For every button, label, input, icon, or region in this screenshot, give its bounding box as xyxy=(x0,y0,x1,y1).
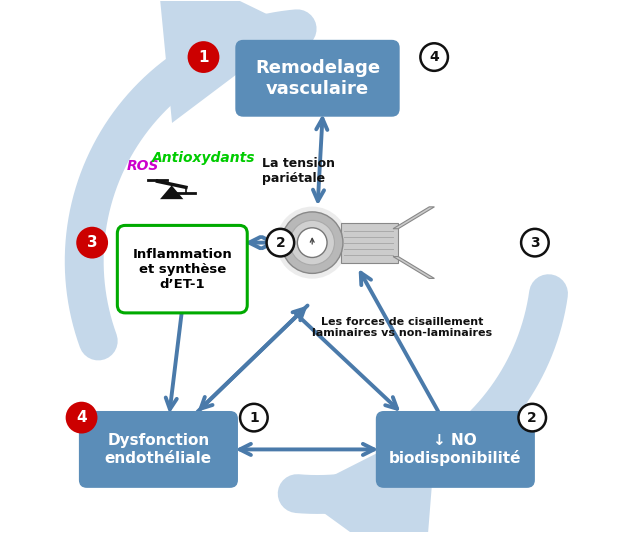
Circle shape xyxy=(187,41,220,73)
Circle shape xyxy=(297,228,327,257)
Circle shape xyxy=(290,220,335,265)
Text: ↓ NO
biodisponibilité: ↓ NO biodisponibilité xyxy=(389,433,521,466)
Text: Dysfonction
endothéliale: Dysfonction endothéliale xyxy=(105,433,212,466)
Text: Remodelage
vasculaire: Remodelage vasculaire xyxy=(255,59,380,98)
Text: ROS: ROS xyxy=(126,159,159,173)
FancyBboxPatch shape xyxy=(376,411,535,488)
Circle shape xyxy=(240,404,268,431)
Circle shape xyxy=(521,229,549,256)
Circle shape xyxy=(281,212,343,273)
Circle shape xyxy=(65,402,97,433)
Circle shape xyxy=(76,227,108,259)
Polygon shape xyxy=(393,256,434,278)
Polygon shape xyxy=(297,423,437,533)
FancyBboxPatch shape xyxy=(342,223,398,263)
Polygon shape xyxy=(393,207,434,229)
FancyBboxPatch shape xyxy=(79,411,238,488)
Text: 4: 4 xyxy=(76,410,87,425)
Text: Antioxydants: Antioxydants xyxy=(152,151,255,165)
Text: 2: 2 xyxy=(276,236,285,249)
Text: 3: 3 xyxy=(87,235,97,250)
Text: 1: 1 xyxy=(198,50,209,64)
Circle shape xyxy=(420,43,448,71)
Circle shape xyxy=(518,404,546,431)
Circle shape xyxy=(267,229,294,256)
Text: 2: 2 xyxy=(527,410,537,425)
Text: 3: 3 xyxy=(530,236,540,249)
Text: Inflammation
et synthèse
d’ET-1: Inflammation et synthèse d’ET-1 xyxy=(133,248,232,290)
Text: 4: 4 xyxy=(429,50,439,64)
Text: La tension
pariétale: La tension pariétale xyxy=(262,157,335,185)
Text: 1: 1 xyxy=(249,410,258,425)
Circle shape xyxy=(276,207,348,279)
FancyBboxPatch shape xyxy=(236,40,399,117)
FancyBboxPatch shape xyxy=(117,225,247,313)
Text: Les forces de cisaillement
laminaires vs non-laminaires: Les forces de cisaillement laminaires vs… xyxy=(312,317,492,338)
Polygon shape xyxy=(160,185,184,199)
Polygon shape xyxy=(156,0,297,123)
